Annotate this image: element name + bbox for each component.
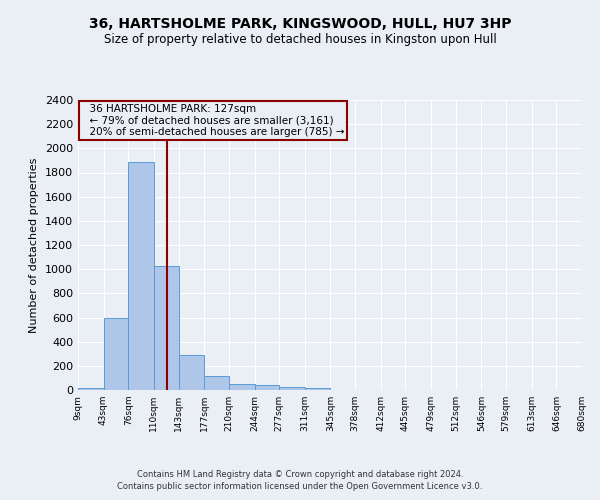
Bar bbox=[229, 384, 254, 390]
Bar bbox=[154, 266, 179, 390]
Bar bbox=[279, 386, 305, 390]
Bar bbox=[104, 318, 128, 390]
Bar bbox=[179, 355, 204, 390]
Text: 36 HARTSHOLME PARK: 127sqm
  ← 79% of detached houses are smaller (3,161)
  20% : 36 HARTSHOLME PARK: 127sqm ← 79% of deta… bbox=[83, 104, 344, 137]
Text: Contains public sector information licensed under the Open Government Licence v3: Contains public sector information licen… bbox=[118, 482, 482, 491]
Text: Contains HM Land Registry data © Crown copyright and database right 2024.: Contains HM Land Registry data © Crown c… bbox=[137, 470, 463, 479]
Text: Size of property relative to detached houses in Kingston upon Hull: Size of property relative to detached ho… bbox=[104, 32, 496, 46]
Y-axis label: Number of detached properties: Number of detached properties bbox=[29, 158, 40, 332]
Bar bbox=[128, 162, 154, 390]
Bar bbox=[305, 388, 331, 390]
Bar bbox=[254, 384, 279, 390]
Bar bbox=[204, 376, 229, 390]
Bar bbox=[78, 388, 104, 390]
Text: 36, HARTSHOLME PARK, KINGSWOOD, HULL, HU7 3HP: 36, HARTSHOLME PARK, KINGSWOOD, HULL, HU… bbox=[89, 18, 511, 32]
